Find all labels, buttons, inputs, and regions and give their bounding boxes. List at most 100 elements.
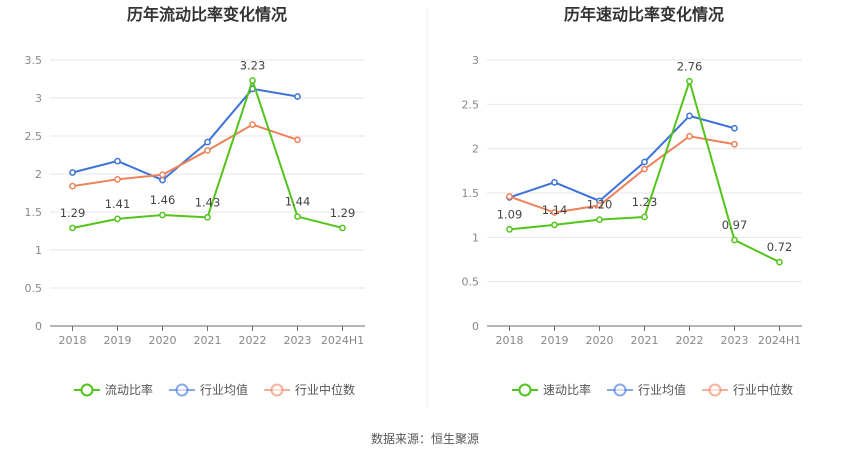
y-tick-label: 1.5 xyxy=(25,206,43,219)
data-point-0 xyxy=(776,258,783,266)
y-tick-label: 3.5 xyxy=(25,54,43,67)
y-tick-label: 0.5 xyxy=(25,282,43,295)
data-point-1 xyxy=(641,158,648,166)
y-tick-label: 1.5 xyxy=(462,187,480,200)
data-point-2 xyxy=(114,175,121,183)
legend-item-0[interactable]: 流动比率 xyxy=(74,382,153,397)
data-point-0 xyxy=(159,211,166,219)
data-point-1 xyxy=(69,169,76,176)
legend-marker-icon xyxy=(270,383,284,397)
y-tick-label: 2 xyxy=(472,143,479,156)
data-point-2 xyxy=(506,193,513,200)
data-point-0 xyxy=(204,213,211,221)
x-tick-label: 2022 xyxy=(239,334,267,347)
data-label: 1.23 xyxy=(632,195,658,209)
y-tick-label: 3 xyxy=(35,92,42,105)
chart-title: 历年速动比率变化情况 xyxy=(564,5,724,24)
y-tick-label: 0.5 xyxy=(462,276,480,289)
x-tick-label: 2019 xyxy=(541,334,569,347)
data-label: 2.76 xyxy=(677,59,703,73)
data-point-2 xyxy=(596,202,603,209)
data-point-0 xyxy=(686,77,693,85)
y-tick-label: 0 xyxy=(35,320,42,333)
series-line-2 xyxy=(509,135,735,214)
data-point-2 xyxy=(551,209,558,216)
legend-marker-icon xyxy=(80,383,94,397)
data-label: 1.46 xyxy=(150,193,176,207)
legend-label: 行业均值 xyxy=(200,382,248,397)
legend-item-1[interactable]: 行业均值 xyxy=(169,382,248,397)
data-point-2 xyxy=(294,136,301,144)
y-tick-label: 1 xyxy=(35,244,42,257)
y-tick-label: 2 xyxy=(35,168,42,181)
data-point-2 xyxy=(204,147,211,154)
source-note: 数据来源：恒生聚源 xyxy=(371,431,479,446)
x-tick-label: 2023 xyxy=(284,334,312,347)
data-point-1 xyxy=(204,138,211,146)
data-label: 1.20 xyxy=(587,198,613,212)
x-tick-label: 2024H1 xyxy=(758,334,801,347)
data-point-0 xyxy=(339,224,346,232)
legend-item-2[interactable]: 行业中位数 xyxy=(264,382,355,397)
data-point-1 xyxy=(294,93,301,100)
legend-label: 行业均值 xyxy=(638,382,686,397)
x-tick-label: 2021 xyxy=(631,334,659,347)
data-point-2 xyxy=(686,132,693,140)
chart-current-ratio: 历年流动比率变化情况 0 0.5 1 1.5 2 2.5 3 3.5 2018 2019 2020 20… xyxy=(25,5,365,397)
legend-item-0[interactable]: 速动比率 xyxy=(512,382,591,397)
chart-title: 历年流动比率变化情况 xyxy=(127,5,287,24)
x-tick-label: 2020 xyxy=(586,334,614,347)
x-tick-label: 2018 xyxy=(59,334,87,347)
data-point-0 xyxy=(114,215,121,223)
x-tick-label: 2022 xyxy=(676,334,704,347)
series-line-2 xyxy=(72,123,298,188)
data-point-0 xyxy=(551,221,558,229)
x-tick-label: 2018 xyxy=(496,334,524,347)
series-line-1 xyxy=(509,114,735,203)
data-point-2 xyxy=(249,121,256,128)
data-point-1 xyxy=(731,124,738,132)
data-point-1 xyxy=(551,179,558,186)
y-tick-label: 1 xyxy=(472,231,479,244)
data-point-0 xyxy=(731,236,738,244)
data-point-0 xyxy=(69,224,76,232)
legend-label: 流动比率 xyxy=(105,382,153,397)
series-line-1 xyxy=(72,87,298,182)
data-label: 1.14 xyxy=(542,203,568,217)
legend-label: 行业中位数 xyxy=(733,382,793,397)
data-point-0 xyxy=(249,77,256,84)
data-label: 1.29 xyxy=(330,206,356,220)
x-tick-label: 2021 xyxy=(194,334,222,347)
y-tick-label: 3 xyxy=(472,54,479,67)
data-point-0 xyxy=(506,226,513,233)
legend-label: 行业中位数 xyxy=(295,382,355,397)
data-label: 1.41 xyxy=(105,197,131,211)
data-label: 1.09 xyxy=(497,207,523,221)
data-point-2 xyxy=(731,140,738,148)
data-label: 1.29 xyxy=(60,206,86,220)
x-tick-label: 2020 xyxy=(149,334,177,347)
data-point-1 xyxy=(159,176,166,184)
legend-marker-icon xyxy=(518,383,532,397)
data-label: 3.23 xyxy=(240,59,266,73)
y-tick-label: 2.5 xyxy=(25,130,43,143)
legend-marker-icon xyxy=(708,383,722,397)
data-point-2 xyxy=(159,171,166,179)
legend-marker-icon xyxy=(613,383,627,397)
data-label: 1.44 xyxy=(285,195,311,209)
x-tick-label: 2023 xyxy=(721,334,749,347)
data-point-0 xyxy=(596,216,603,223)
legend-item-2[interactable]: 行业中位数 xyxy=(702,382,793,397)
data-label: 0.72 xyxy=(767,240,793,254)
data-point-0 xyxy=(641,213,648,221)
data-point-1 xyxy=(114,157,121,165)
data-point-0 xyxy=(294,213,301,220)
x-tick-label: 2019 xyxy=(104,334,132,347)
data-label: 0.97 xyxy=(722,218,748,232)
data-point-1 xyxy=(686,112,693,120)
y-tick-label: 2.5 xyxy=(462,98,480,111)
x-tick-label: 2024H1 xyxy=(321,334,364,347)
legend-item-1[interactable]: 行业均值 xyxy=(607,382,686,397)
y-tick-label: 0 xyxy=(472,320,479,333)
